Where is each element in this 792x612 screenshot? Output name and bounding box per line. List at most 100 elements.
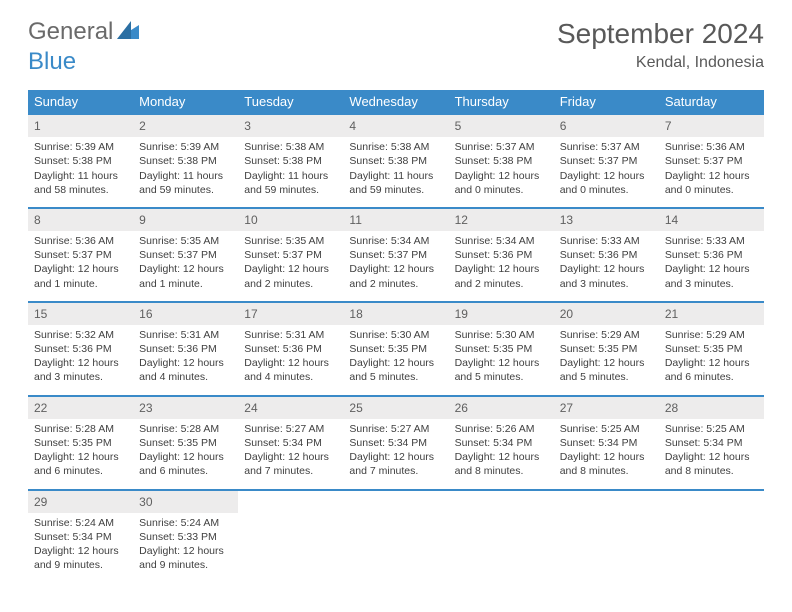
- day-number: 5: [449, 115, 554, 137]
- calendar-day-cell: 9Sunrise: 5:35 AMSunset: 5:37 PMDaylight…: [133, 208, 238, 302]
- calendar-day-cell: 5Sunrise: 5:37 AMSunset: 5:38 PMDaylight…: [449, 114, 554, 208]
- day-details: Sunrise: 5:39 AMSunset: 5:38 PMDaylight:…: [28, 137, 133, 207]
- day-number: 15: [28, 303, 133, 325]
- day-number: 4: [343, 115, 448, 137]
- day-number: 13: [554, 209, 659, 231]
- calendar-day-cell: 14Sunrise: 5:33 AMSunset: 5:36 PMDayligh…: [659, 208, 764, 302]
- day-details: Sunrise: 5:34 AMSunset: 5:36 PMDaylight:…: [449, 231, 554, 301]
- calendar-head: SundayMondayTuesdayWednesdayThursdayFrid…: [28, 90, 764, 114]
- calendar-week-row: 29Sunrise: 5:24 AMSunset: 5:34 PMDayligh…: [28, 490, 764, 583]
- day-number: 16: [133, 303, 238, 325]
- calendar-day-cell: 18Sunrise: 5:30 AMSunset: 5:35 PMDayligh…: [343, 302, 448, 396]
- calendar-week-row: 22Sunrise: 5:28 AMSunset: 5:35 PMDayligh…: [28, 396, 764, 490]
- day-details: Sunrise: 5:38 AMSunset: 5:38 PMDaylight:…: [238, 137, 343, 207]
- weekday-header: Wednesday: [343, 90, 448, 114]
- day-number: 9: [133, 209, 238, 231]
- day-number: 27: [554, 397, 659, 419]
- day-number: 6: [554, 115, 659, 137]
- weekday-header: Saturday: [659, 90, 764, 114]
- day-number: 1: [28, 115, 133, 137]
- calendar-day-cell: 1Sunrise: 5:39 AMSunset: 5:38 PMDaylight…: [28, 114, 133, 208]
- calendar-day-cell: 7Sunrise: 5:36 AMSunset: 5:37 PMDaylight…: [659, 114, 764, 208]
- day-details: Sunrise: 5:38 AMSunset: 5:38 PMDaylight:…: [343, 137, 448, 207]
- calendar-day-cell: 10Sunrise: 5:35 AMSunset: 5:37 PMDayligh…: [238, 208, 343, 302]
- calendar-day-cell: 4Sunrise: 5:38 AMSunset: 5:38 PMDaylight…: [343, 114, 448, 208]
- day-number: 24: [238, 397, 343, 419]
- calendar-day-cell: 8Sunrise: 5:36 AMSunset: 5:37 PMDaylight…: [28, 208, 133, 302]
- calendar-day-cell: [659, 490, 764, 583]
- logo: General: [28, 18, 139, 46]
- calendar-day-cell: 17Sunrise: 5:31 AMSunset: 5:36 PMDayligh…: [238, 302, 343, 396]
- calendar-day-cell: [238, 490, 343, 583]
- weekday-header: Tuesday: [238, 90, 343, 114]
- day-details: Sunrise: 5:35 AMSunset: 5:37 PMDaylight:…: [133, 231, 238, 301]
- calendar-day-cell: 21Sunrise: 5:29 AMSunset: 5:35 PMDayligh…: [659, 302, 764, 396]
- day-number: 30: [133, 491, 238, 513]
- day-details: Sunrise: 5:27 AMSunset: 5:34 PMDaylight:…: [238, 419, 343, 489]
- day-details: Sunrise: 5:29 AMSunset: 5:35 PMDaylight:…: [659, 325, 764, 395]
- day-details: Sunrise: 5:25 AMSunset: 5:34 PMDaylight:…: [554, 419, 659, 489]
- day-details: Sunrise: 5:24 AMSunset: 5:33 PMDaylight:…: [133, 513, 238, 583]
- day-number: 8: [28, 209, 133, 231]
- calendar-day-cell: 11Sunrise: 5:34 AMSunset: 5:37 PMDayligh…: [343, 208, 448, 302]
- calendar-table: SundayMondayTuesdayWednesdayThursdayFrid…: [28, 90, 764, 582]
- day-number: 23: [133, 397, 238, 419]
- day-details: Sunrise: 5:31 AMSunset: 5:36 PMDaylight:…: [238, 325, 343, 395]
- day-number: 28: [659, 397, 764, 419]
- calendar-day-cell: 19Sunrise: 5:30 AMSunset: 5:35 PMDayligh…: [449, 302, 554, 396]
- logo-sail-icon: [117, 18, 139, 46]
- day-details: Sunrise: 5:28 AMSunset: 5:35 PMDaylight:…: [28, 419, 133, 489]
- day-details: Sunrise: 5:39 AMSunset: 5:38 PMDaylight:…: [133, 137, 238, 207]
- day-details: Sunrise: 5:33 AMSunset: 5:36 PMDaylight:…: [554, 231, 659, 301]
- day-details: Sunrise: 5:29 AMSunset: 5:35 PMDaylight:…: [554, 325, 659, 395]
- day-details: Sunrise: 5:32 AMSunset: 5:36 PMDaylight:…: [28, 325, 133, 395]
- logo-text-blue: Blue: [28, 48, 76, 75]
- calendar-day-cell: 15Sunrise: 5:32 AMSunset: 5:36 PMDayligh…: [28, 302, 133, 396]
- day-details: Sunrise: 5:27 AMSunset: 5:34 PMDaylight:…: [343, 419, 448, 489]
- calendar-day-cell: 28Sunrise: 5:25 AMSunset: 5:34 PMDayligh…: [659, 396, 764, 490]
- day-number: 19: [449, 303, 554, 325]
- calendar-day-cell: 12Sunrise: 5:34 AMSunset: 5:36 PMDayligh…: [449, 208, 554, 302]
- day-number: 17: [238, 303, 343, 325]
- calendar-day-cell: 2Sunrise: 5:39 AMSunset: 5:38 PMDaylight…: [133, 114, 238, 208]
- month-year-title: September 2024: [557, 18, 764, 50]
- day-details: Sunrise: 5:26 AMSunset: 5:34 PMDaylight:…: [449, 419, 554, 489]
- weekday-header: Sunday: [28, 90, 133, 114]
- location-subtitle: Kendal, Indonesia: [557, 54, 764, 72]
- day-details: Sunrise: 5:37 AMSunset: 5:38 PMDaylight:…: [449, 137, 554, 207]
- calendar-day-cell: 3Sunrise: 5:38 AMSunset: 5:38 PMDaylight…: [238, 114, 343, 208]
- day-details: Sunrise: 5:35 AMSunset: 5:37 PMDaylight:…: [238, 231, 343, 301]
- calendar-day-cell: 23Sunrise: 5:28 AMSunset: 5:35 PMDayligh…: [133, 396, 238, 490]
- day-number: 3: [238, 115, 343, 137]
- day-details: Sunrise: 5:31 AMSunset: 5:36 PMDaylight:…: [133, 325, 238, 395]
- day-details: Sunrise: 5:33 AMSunset: 5:36 PMDaylight:…: [659, 231, 764, 301]
- calendar-day-cell: 25Sunrise: 5:27 AMSunset: 5:34 PMDayligh…: [343, 396, 448, 490]
- weekday-header: Friday: [554, 90, 659, 114]
- calendar-week-row: 1Sunrise: 5:39 AMSunset: 5:38 PMDaylight…: [28, 114, 764, 208]
- day-number: 21: [659, 303, 764, 325]
- weekday-header: Thursday: [449, 90, 554, 114]
- day-number: 14: [659, 209, 764, 231]
- calendar-day-cell: [554, 490, 659, 583]
- logo-text-general: General: [28, 18, 113, 46]
- calendar-week-row: 15Sunrise: 5:32 AMSunset: 5:36 PMDayligh…: [28, 302, 764, 396]
- day-details: Sunrise: 5:36 AMSunset: 5:37 PMDaylight:…: [659, 137, 764, 207]
- calendar-day-cell: [449, 490, 554, 583]
- calendar-day-cell: 29Sunrise: 5:24 AMSunset: 5:34 PMDayligh…: [28, 490, 133, 583]
- day-details: Sunrise: 5:30 AMSunset: 5:35 PMDaylight:…: [449, 325, 554, 395]
- calendar-day-cell: 27Sunrise: 5:25 AMSunset: 5:34 PMDayligh…: [554, 396, 659, 490]
- day-number: 11: [343, 209, 448, 231]
- day-number: 25: [343, 397, 448, 419]
- day-details: Sunrise: 5:34 AMSunset: 5:37 PMDaylight:…: [343, 231, 448, 301]
- calendar-day-cell: 6Sunrise: 5:37 AMSunset: 5:37 PMDaylight…: [554, 114, 659, 208]
- calendar-day-cell: 16Sunrise: 5:31 AMSunset: 5:36 PMDayligh…: [133, 302, 238, 396]
- title-block: September 2024 Kendal, Indonesia: [557, 18, 764, 72]
- weekday-header: Monday: [133, 90, 238, 114]
- calendar-day-cell: 13Sunrise: 5:33 AMSunset: 5:36 PMDayligh…: [554, 208, 659, 302]
- calendar-day-cell: 22Sunrise: 5:28 AMSunset: 5:35 PMDayligh…: [28, 396, 133, 490]
- day-number: 12: [449, 209, 554, 231]
- day-details: Sunrise: 5:25 AMSunset: 5:34 PMDaylight:…: [659, 419, 764, 489]
- calendar-day-cell: 30Sunrise: 5:24 AMSunset: 5:33 PMDayligh…: [133, 490, 238, 583]
- day-number: 7: [659, 115, 764, 137]
- day-number: 2: [133, 115, 238, 137]
